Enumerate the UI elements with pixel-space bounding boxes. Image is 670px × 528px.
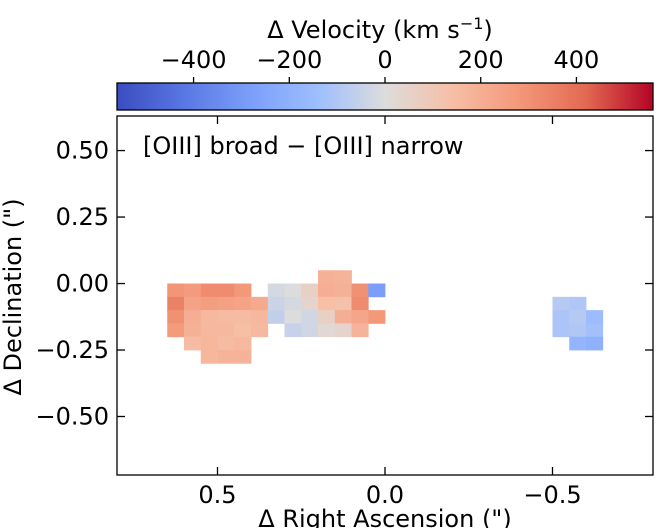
map-pixel — [184, 310, 202, 324]
colorbar-tick-label: 400 — [554, 46, 600, 74]
map-pixel — [167, 323, 185, 338]
y-tick-label: −0.50 — [35, 402, 109, 430]
map-pixel — [217, 283, 235, 298]
map-pixel — [351, 323, 369, 338]
map-pixel — [368, 310, 386, 324]
map-pixel — [351, 310, 369, 324]
x-tick-label: 0.0 — [366, 481, 404, 509]
y-axis-label: Δ Declination (") — [0, 198, 27, 395]
map-pixel — [586, 336, 604, 351]
map-pixel — [284, 296, 302, 311]
map-pixel — [552, 296, 570, 311]
map-pixel — [167, 296, 185, 311]
chart-title: [OIII] broad − [OIII] narrow — [143, 132, 464, 160]
colorbar: Δ Velocity (km s−1) −400 −200 0 200 400 — [116, 14, 654, 111]
map-pixel — [318, 296, 336, 311]
map-pixel — [318, 323, 336, 338]
x-axis-ticks: 0.5 0.0 −0.5 — [198, 116, 582, 509]
map-pixel — [334, 296, 352, 311]
y-tick-label: 0.00 — [56, 270, 109, 298]
map-pixel — [334, 310, 352, 324]
map-pixel — [217, 296, 235, 311]
map-pixel — [200, 323, 218, 338]
map-pixel — [301, 296, 319, 311]
y-tick-label: −0.25 — [35, 336, 109, 364]
x-tick-label: −0.5 — [523, 481, 581, 509]
map-pixel — [251, 296, 269, 311]
map-pixel — [301, 323, 319, 338]
map-pixel — [351, 283, 369, 298]
map-pixel — [318, 310, 336, 324]
colorbar-tick-label: 200 — [458, 46, 504, 74]
map-pixel — [217, 350, 235, 364]
plot-frame — [116, 115, 654, 476]
map-pixel — [301, 283, 319, 298]
map-pixel — [251, 310, 269, 324]
map-pixel — [368, 283, 386, 298]
map-pixel — [200, 283, 218, 298]
map-pixel — [200, 336, 218, 351]
plot-area: [OIII] broad − [OIII] narrow 0.5 0.0 −0.5 … — [0, 115, 654, 528]
map-pixel — [234, 296, 252, 311]
map-pixel — [569, 310, 587, 324]
map-pixel — [318, 283, 336, 298]
map-pixel — [217, 323, 235, 338]
map-pixel — [251, 323, 269, 338]
map-pixel — [167, 283, 185, 298]
map-pixel — [167, 310, 185, 324]
map-pixel — [184, 296, 202, 311]
y-tick-label: 0.25 — [56, 203, 109, 231]
map-pixel — [234, 350, 252, 364]
map-pixel — [284, 323, 302, 338]
map-pixel — [217, 336, 235, 351]
map-pixel — [234, 283, 252, 298]
map-pixel — [217, 310, 235, 324]
map-pixel — [200, 310, 218, 324]
map-pixel — [569, 323, 587, 338]
map-pixel — [267, 310, 285, 324]
map-pixel — [301, 310, 319, 324]
map-pixel — [552, 310, 570, 324]
map-pixel — [334, 323, 352, 338]
map-pixel — [334, 270, 352, 284]
x-tick-label: 0.5 — [198, 481, 236, 509]
colorbar-tick-label: −200 — [256, 46, 322, 74]
map-pixel — [569, 336, 587, 351]
colorbar-tick-label: −400 — [161, 46, 227, 74]
map-pixel — [184, 323, 202, 338]
colorbar-tick-label: 0 — [377, 46, 392, 74]
map-pixel — [184, 283, 202, 298]
map-pixel — [586, 323, 604, 338]
map-pixel — [586, 310, 604, 324]
map-pixel — [284, 310, 302, 324]
map-pixel — [200, 350, 218, 364]
map-pixel — [234, 323, 252, 338]
map-pixel — [334, 283, 352, 298]
map-pixel — [284, 283, 302, 298]
map-pixel — [200, 296, 218, 311]
map-pixel — [552, 323, 570, 338]
velocity-map — [167, 270, 604, 364]
map-pixel — [569, 296, 587, 311]
colorbar-ticks: −400 −200 0 200 400 — [161, 46, 600, 83]
map-pixel — [351, 296, 369, 311]
map-pixel — [234, 336, 252, 351]
colorbar-gradient — [116, 82, 654, 111]
map-pixel — [267, 296, 285, 311]
map-pixel — [267, 283, 285, 298]
map-pixel — [318, 270, 336, 284]
y-axis-ticks: 0.50 0.25 0.00 −0.25 −0.50 — [35, 137, 653, 430]
map-pixel — [184, 336, 202, 351]
y-tick-label: 0.50 — [56, 137, 109, 165]
x-axis-label: Δ Right Ascension (") — [258, 505, 511, 528]
colorbar-label: Δ Velocity (km s−1) — [267, 14, 493, 44]
map-pixel — [234, 310, 252, 324]
